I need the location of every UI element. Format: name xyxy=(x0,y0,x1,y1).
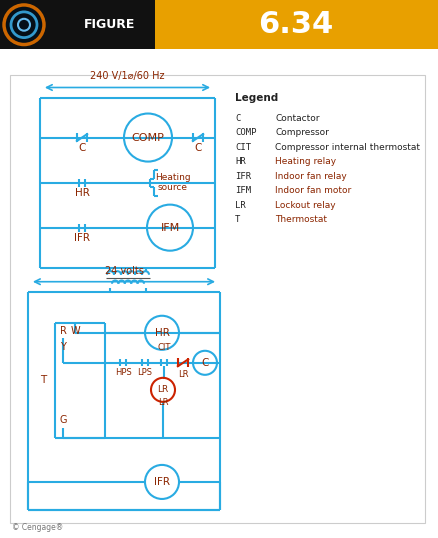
Text: W: W xyxy=(70,326,80,336)
Text: LR: LR xyxy=(157,385,169,394)
Text: R: R xyxy=(60,326,67,336)
Text: Indoor fan motor: Indoor fan motor xyxy=(275,186,351,195)
Text: CIT: CIT xyxy=(235,143,251,152)
Text: IFM: IFM xyxy=(235,186,251,195)
Text: G: G xyxy=(59,415,67,425)
Text: Lockout relay: Lockout relay xyxy=(275,201,336,210)
Text: T: T xyxy=(40,376,46,385)
Text: C: C xyxy=(194,143,201,153)
Text: Thermostat: Thermostat xyxy=(275,215,327,224)
Text: LR: LR xyxy=(158,398,168,407)
Text: HPS: HPS xyxy=(115,368,131,377)
Text: COMP: COMP xyxy=(235,128,257,137)
Bar xyxy=(0,0,175,49)
Text: HR: HR xyxy=(155,328,170,338)
Text: IFR: IFR xyxy=(235,172,251,181)
Text: COMP: COMP xyxy=(131,132,164,143)
Text: CIT: CIT xyxy=(157,343,171,352)
Text: Heating relay: Heating relay xyxy=(275,157,336,166)
Text: 6.34: 6.34 xyxy=(258,10,334,39)
Text: Air-conditioning system with lockout relay: Air-conditioning system with lockout rel… xyxy=(5,56,195,66)
Text: IFM: IFM xyxy=(160,223,180,232)
Text: HR: HR xyxy=(74,188,89,197)
Text: HR: HR xyxy=(235,157,246,166)
Text: Compressor internal thermostat: Compressor internal thermostat xyxy=(275,143,420,152)
Bar xyxy=(155,0,438,49)
Text: Contactor: Contactor xyxy=(275,114,319,123)
Text: LPS: LPS xyxy=(138,368,152,377)
Text: IFR: IFR xyxy=(154,477,170,487)
Text: Y: Y xyxy=(60,342,66,352)
Text: IFR: IFR xyxy=(74,232,90,243)
Text: 240 V/1⌀/60 Hz: 240 V/1⌀/60 Hz xyxy=(90,72,165,81)
Text: T: T xyxy=(235,215,240,224)
Text: C: C xyxy=(78,143,86,153)
Text: © Cengage®: © Cengage® xyxy=(12,523,63,532)
Text: LR: LR xyxy=(235,201,246,210)
Text: Legend: Legend xyxy=(235,93,278,103)
Text: LR: LR xyxy=(178,370,188,379)
Circle shape xyxy=(2,3,46,46)
Text: Heating
source: Heating source xyxy=(155,173,191,192)
Text: Indoor fan relay: Indoor fan relay xyxy=(275,172,347,181)
Text: C: C xyxy=(235,114,240,123)
Text: FIGURE: FIGURE xyxy=(84,18,136,31)
Text: C: C xyxy=(201,358,208,368)
Text: 24 volts: 24 volts xyxy=(105,266,143,275)
Text: Compressor: Compressor xyxy=(275,128,329,137)
